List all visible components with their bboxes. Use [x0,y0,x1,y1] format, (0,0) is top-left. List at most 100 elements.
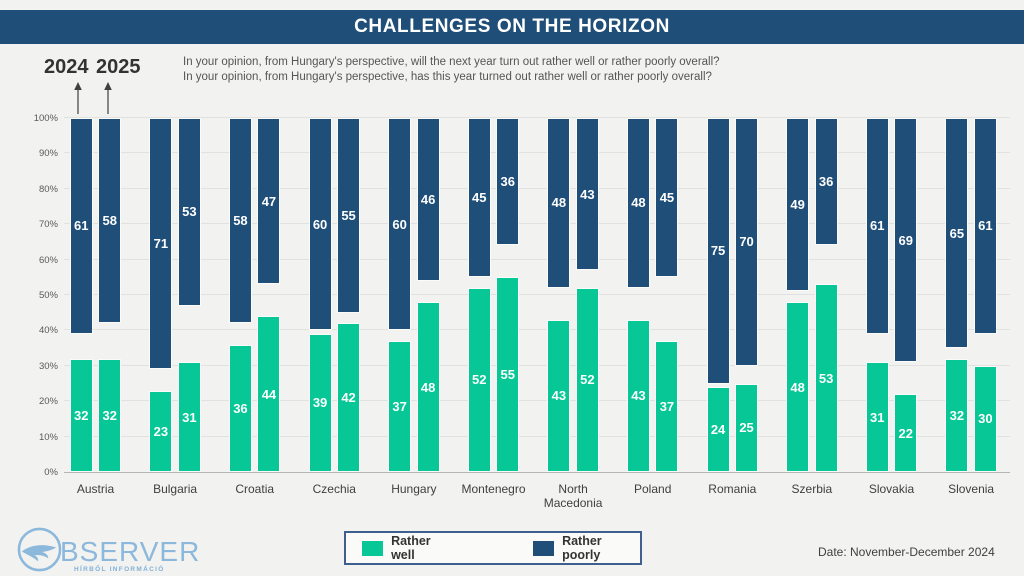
bar-rather-well-2025-montenegro: 55 [496,277,520,472]
bar-value-label: 44 [261,386,277,402]
bar-value-label: 52 [472,372,487,388]
bar-value-label: 32 [102,407,117,423]
rather-well-swatch [362,540,384,556]
x-axis-label-poland: Poland [634,482,672,496]
y-axis-tick: 50% [38,290,58,301]
bar-rather-poorly-2024-bulgaria: 71 [149,118,173,370]
gridline-40% [64,329,1010,331]
bar-value-label: 47 [261,193,277,209]
date-note: Date: November-December 2024 [818,545,995,559]
bar-rather-well-2025-austria: 32 [98,358,122,472]
bar-value-label: 32 [74,407,89,423]
x-axis-label-romania: Romania [708,482,757,496]
bar-value-label: 55 [500,367,515,383]
bar-rather-well-2025-hungary: 48 [416,302,440,472]
header-band: CHALLENGES ON THE HORIZON [0,10,1024,44]
bar-value-label: 58 [233,213,248,229]
bar-value-label: 48 [790,379,805,395]
bar-value-label: 48 [631,195,646,211]
survey-questions: In your opinion, from Hungary's perspect… [183,55,743,84]
x-axis-label-slovenia: Slovenia [948,482,995,496]
bar-rather-well-2025-szerbia: 53 [814,284,838,472]
bar-value-label: 71 [153,236,169,252]
bar-value-label: 42 [341,390,356,406]
y-axis-tick: 90% [38,148,58,160]
gridline-60% [64,258,1010,260]
bar-value-label: 61 [870,218,885,234]
x-axis-label-bulgaria: Bulgaria [153,482,198,496]
gridline-0% [64,472,1010,473]
bar-value-label: 58 [102,213,117,229]
gridline-20% [64,400,1010,402]
bar-value-label: 23 [153,423,169,439]
x-axis-label-hungary: Hungary [391,482,437,496]
bar-value-label: 60 [392,216,407,232]
bar-value-label: 60 [312,216,328,232]
bar-rather-well-2024-bulgaria: 23 [149,390,173,472]
legend: Rather well Rather poorly [344,531,642,565]
y-axis-tick: 40% [38,325,58,337]
bar-value-label: 43 [551,388,567,404]
bar-value-label: 46 [420,191,436,207]
bar-rather-well-2024-montenegro: 52 [467,287,491,472]
x-axis-label-montenegro: Montenegro [461,482,526,496]
bar-value-label: 36 [818,174,834,190]
bar-value-label: 55 [341,207,356,223]
bar-value-label: 39 [312,395,328,411]
bar-rather-poorly-2025-montenegro: 36 [496,118,520,246]
bar-rather-well-2025-bulgaria: 31 [177,362,201,472]
bar-rather-poorly-2025-hungary: 46 [416,118,440,281]
bar-rather-well-2024-north-macedonia: 43 [547,319,571,472]
bar-value-label: 61 [74,218,89,234]
bar-value-label: 75 [710,243,726,259]
bar-rather-well-2025-romania: 25 [735,383,759,472]
bar-value-label: 43 [580,186,595,202]
bar-value-label: 48 [420,379,436,395]
gridline-30% [64,364,1010,366]
bar-rather-poorly-2025-slovakia: 69 [894,118,918,363]
bar-rather-well-2025-croatia: 44 [257,316,281,472]
year-label-2024: 2024 [44,56,89,78]
y-axis-tick: 80% [38,183,58,195]
x-axis-label-austria: Austria [76,482,115,496]
bar-rather-poorly-2024-croatia: 58 [228,118,252,324]
bar-rather-well-2025-czechia: 42 [337,323,361,472]
bar-rather-well-2024-hungary: 37 [388,341,412,472]
bar-rather-well-2024-slovenia: 32 [945,358,969,472]
x-axis-label-north-macedonia: North Macedonia [543,482,603,510]
y-axis-tick: 60% [38,254,58,266]
bar-value-label: 36 [500,174,515,190]
x-axis-label-croatia: Croatia [235,482,275,496]
bar-value-label: 48 [551,195,567,211]
bar-rather-poorly-2025-czechia: 55 [337,118,361,313]
legend-label: Rather poorly [562,534,602,562]
logo-tagline: HÍRBŐL INFORMÁCIÓ [74,566,165,573]
bar-rather-poorly-2024-austria: 61 [69,118,93,334]
bar-rather-well-2024-slovakia: 31 [865,362,889,472]
bar-rather-poorly-2025-slovenia: 61 [973,118,997,334]
bar-value-label: 32 [949,407,965,423]
bar-value-label: 31 [870,409,885,425]
bar-rather-poorly-2025-romania: 70 [735,118,759,366]
observer-bird-icon [17,527,62,572]
bar-rather-poorly-2024-czechia: 60 [308,118,332,331]
legend-label: Rather well [391,534,431,562]
y-axis-tick: 20% [38,396,58,408]
bar-value-label: 37 [659,399,675,414]
bar-value-label: 45 [659,190,675,206]
page-title: CHALLENGES ON THE HORIZON [354,16,670,37]
bar-rather-well-2024-szerbia: 48 [786,302,810,472]
bar-value-label: 37 [392,399,407,414]
bar-rather-poorly-2024-hungary: 60 [388,118,412,331]
bar-rather-poorly-2025-bulgaria: 53 [177,118,201,306]
bar-rather-poorly-2024-poland: 48 [626,118,650,288]
question-line-2: In your opinion, from Hungary's perspect… [183,70,712,83]
bar-value-label: 43 [631,388,646,404]
legend-item-rather-poorly: Rather poorly [532,534,640,562]
x-axis-label-slovakia: Slovakia [868,482,915,496]
gridline-100% [64,117,1010,118]
bar-value-label: 52 [580,372,595,388]
bar-rather-poorly-2024-romania: 75 [706,118,730,384]
y-axis-tick: 0% [44,467,58,478]
y-axis-tick: 10% [38,431,58,443]
